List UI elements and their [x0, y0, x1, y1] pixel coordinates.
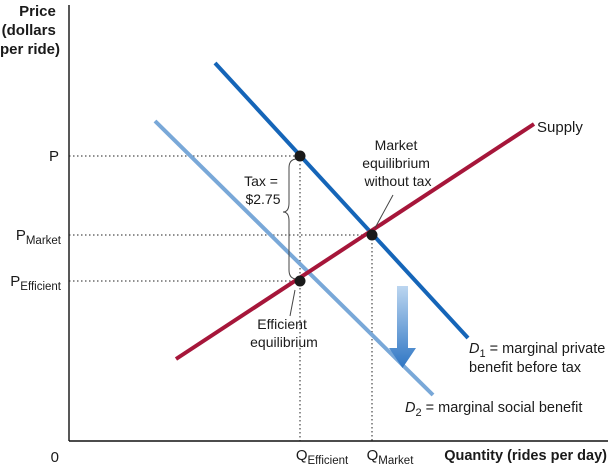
d1-subscript: 1 — [479, 348, 485, 360]
market-annotation: Market equilibrium without tax — [362, 137, 434, 189]
d1-curve — [213, 61, 470, 340]
x-tick-q-market-main: Q — [367, 447, 379, 464]
d1-label: D1 = marginal private benefit before tax — [469, 341, 609, 376]
market-annotation-line-1: Market — [375, 137, 418, 153]
tax-annotation-line-1: Tax = — [244, 173, 278, 189]
y-tick-p-efficient-sub: Efficient — [20, 281, 62, 293]
y-axis-title-line-3: per ride) — [0, 41, 60, 58]
point-tax-price — [294, 150, 306, 162]
d1-letter: D — [469, 341, 479, 357]
x-tick-q-efficient-main: Q — [296, 447, 308, 464]
supply-curve — [174, 122, 536, 361]
efficient-annotation-line-1: Efficient — [257, 316, 307, 332]
origin-label: 0 — [51, 449, 59, 466]
tax-annotation: Tax = $2.75 — [244, 173, 282, 207]
d1-label-line-2: benefit before tax — [469, 360, 582, 376]
y-tick-p-efficient-main: P — [10, 273, 20, 290]
d2-label-line-1: D2 = marginal social benefit — [405, 400, 582, 419]
y-axis-title-line-1: Price — [19, 3, 56, 20]
point-market-equilibrium — [366, 229, 378, 241]
guide-lines — [69, 155, 373, 441]
d2-subscript: 2 — [415, 407, 421, 419]
point-efficient-equilibrium — [294, 275, 306, 287]
d1-label-line-1: D1 = marginal private — [469, 341, 605, 360]
y-axis-title: Price (dollars per ride) — [0, 3, 60, 58]
d2-description: = marginal social benefit — [422, 400, 583, 416]
d2-curve — [153, 119, 435, 397]
d2-label: D2 = marginal social benefit — [405, 400, 582, 419]
efficient-annotation: Efficient equilibrium — [250, 316, 318, 350]
market-annotation-line-2: equilibrium — [362, 155, 430, 171]
market-annotation-line-3: without tax — [364, 173, 432, 189]
efficient-leader-line — [289, 289, 296, 317]
x-axis-title: Quantity (rides per day) — [444, 448, 607, 464]
supply-label: Supply — [537, 119, 583, 136]
x-tick-q-efficient-sub: Efficient — [307, 455, 349, 467]
x-tick-q-market-sub: Market — [378, 455, 414, 467]
y-tick-p-market-sub: Market — [26, 235, 62, 247]
y-axis-title-line-2: (dollars — [2, 22, 56, 39]
d1-description-1: = marginal private — [486, 341, 606, 357]
efficient-annotation-line-2: equilibrium — [250, 334, 318, 350]
shift-down-arrow — [389, 286, 416, 368]
y-tick-p-market-main: P — [16, 227, 26, 244]
y-tick-p-efficient: PEfficient — [10, 273, 62, 293]
x-tick-q-efficient: QEfficient — [296, 447, 349, 467]
market-leader-line — [374, 194, 394, 229]
y-tick-p: P — [49, 148, 59, 165]
d2-letter: D — [405, 400, 415, 416]
tax-annotation-line-2: $2.75 — [245, 191, 280, 207]
y-tick-p-market: PMarket — [16, 227, 62, 247]
x-tick-q-market: QMarket — [367, 447, 415, 467]
tax-brace — [282, 158, 298, 280]
